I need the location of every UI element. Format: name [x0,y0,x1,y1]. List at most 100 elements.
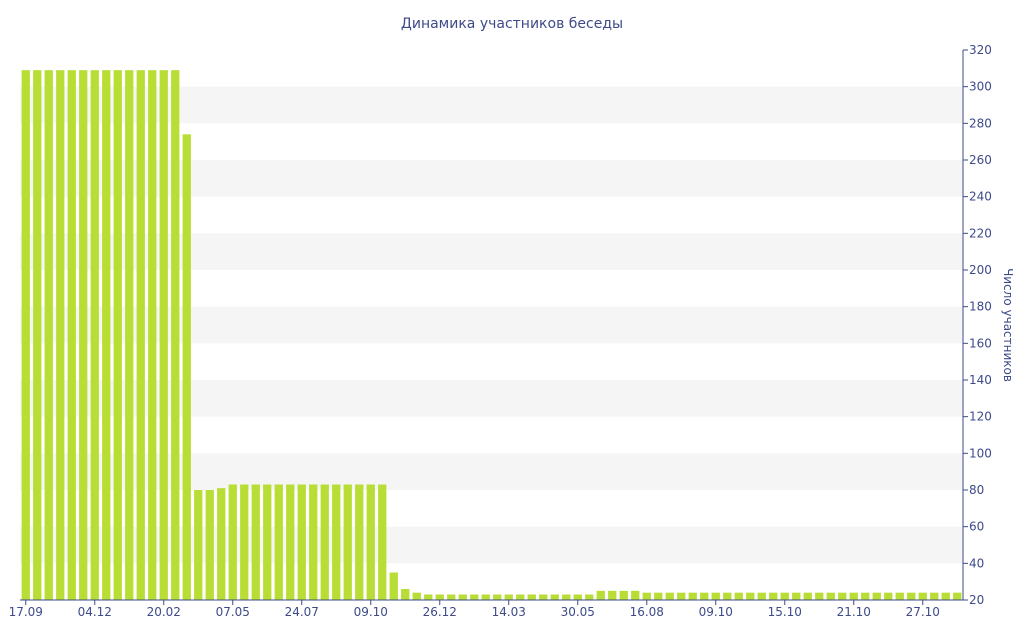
bar [343,484,352,600]
y-tick-label: 40 [969,556,984,570]
bar [493,594,502,600]
bar [424,594,433,600]
x-tick-label: 27.10 [906,605,940,619]
bar [792,592,801,600]
bar [677,592,686,600]
bar [700,592,709,600]
x-tick-label: 21.10 [837,605,871,619]
bar [470,594,479,600]
bar [378,484,387,600]
y-axis-label: Число участников [1001,268,1015,382]
y-tick-label: 260 [969,153,992,167]
x-tick-label: 26.12 [423,605,457,619]
bar [815,592,824,600]
bar [872,592,881,600]
x-tick-label: 14.03 [492,605,526,619]
y-tick-label: 100 [969,446,992,460]
bars [21,70,962,601]
y-tick-label: 180 [969,300,992,314]
x-tick-label: 17.09 [9,605,43,619]
bar [286,484,295,600]
bar [33,70,42,601]
bar [504,594,513,600]
chart-title: Динамика участников беседы [401,16,623,32]
bar [171,70,180,601]
bar [619,590,628,600]
x-tick-label: 24.07 [285,605,319,619]
bar [240,484,249,600]
y-tick-label: 160 [969,336,992,350]
y-tick-label: 200 [969,263,992,277]
bar [757,592,766,600]
bar [734,592,743,600]
bar [447,594,456,600]
bar [159,70,168,601]
bar [803,592,812,600]
bar [102,70,111,601]
bar [297,484,306,600]
y-tick-label: 220 [969,226,992,240]
bar [401,589,410,600]
y-tick-label: 60 [969,520,984,534]
bar [573,594,582,600]
bar [274,484,283,600]
bar [355,484,364,600]
bar [838,592,847,600]
x-tick-label: 15.10 [768,605,802,619]
bar [136,70,145,601]
bar [631,590,640,600]
bar [884,592,893,600]
x-tick-label: 09.10 [354,605,388,619]
bar [665,592,674,600]
x-tick-label: 04.12 [78,605,112,619]
y-axis: 20 40 60 80 100 120 140 160 180 200 220 240 260 280 30… [962,43,992,607]
x-tick-label: 30.05 [561,605,595,619]
y-tick-label: 300 [969,80,992,94]
bar [366,484,375,600]
bar [182,134,191,600]
bar [251,484,260,600]
x-tick-label: 16.08 [630,605,664,619]
bar [550,594,559,600]
bar [332,484,341,600]
bar [907,592,916,600]
bar [148,70,157,601]
y-tick-label: 140 [969,373,992,387]
bar [412,592,421,600]
bar [654,592,663,600]
bar [941,592,950,600]
x-tick-label: 07.05 [216,605,250,619]
bar [458,594,467,600]
bar [562,594,571,600]
bar [309,484,318,600]
bar [895,592,904,600]
bar [21,70,30,601]
bar [769,592,778,600]
y-tick-label: 320 [969,43,992,57]
y-tick-label: 280 [969,116,992,130]
bar [113,70,122,601]
bar [79,70,88,601]
y-tick-label: 240 [969,190,992,204]
bar [527,594,536,600]
bar [780,592,789,600]
bar [320,484,329,600]
x-tick-label: 20.02 [147,605,181,619]
bar [481,594,490,600]
y-tick-label: 120 [969,410,992,424]
bar [711,592,720,600]
bar [539,594,548,600]
bar [194,490,203,600]
bar [953,592,962,600]
bar [849,592,858,600]
bar [861,592,870,600]
bar [585,594,594,600]
bar [688,592,697,600]
bar [596,590,605,600]
bar [608,590,617,600]
y-tick-label: 20 [969,593,984,607]
bar [918,592,927,600]
bar [67,70,76,601]
bar [205,490,214,600]
